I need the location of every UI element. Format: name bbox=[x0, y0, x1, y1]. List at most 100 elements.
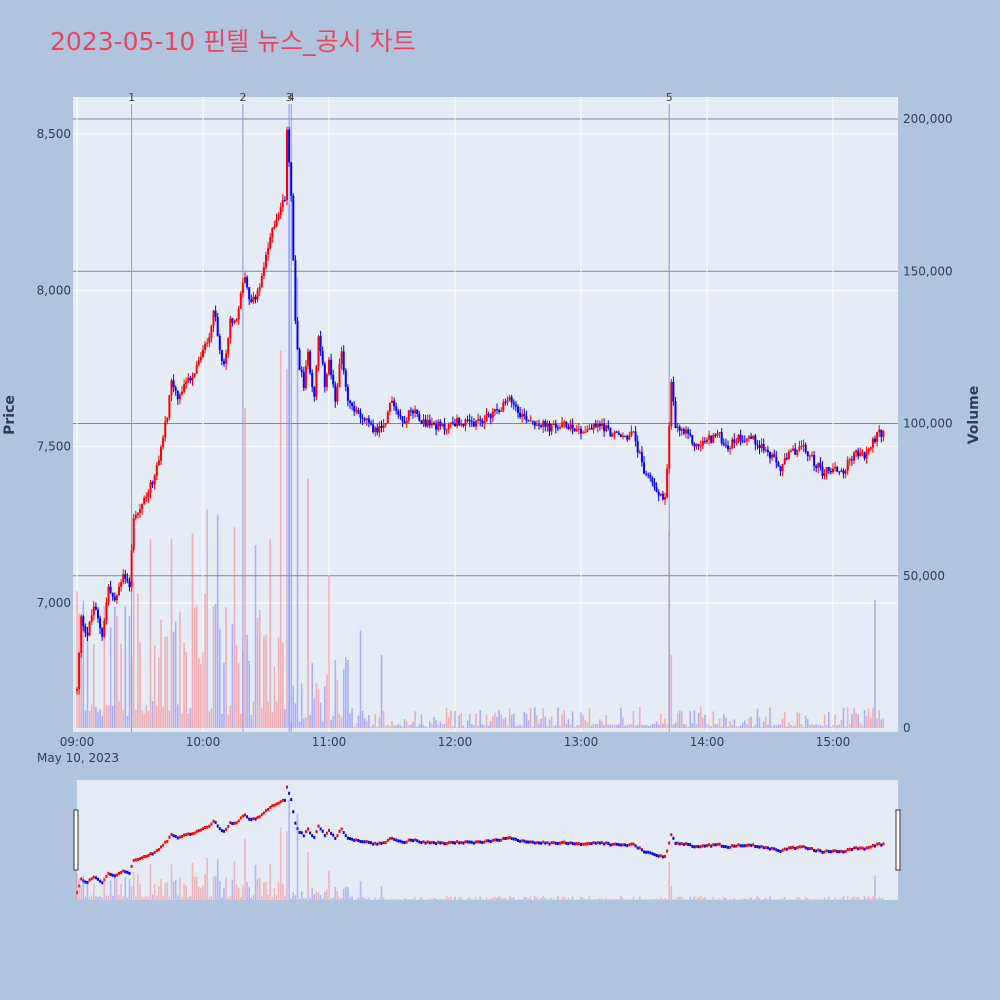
candle-body bbox=[195, 364, 198, 374]
volume-bar bbox=[849, 724, 851, 728]
range-slider-left-handle[interactable] bbox=[73, 809, 79, 871]
mini-volume-bar bbox=[111, 895, 114, 900]
mini-candle bbox=[403, 840, 406, 844]
volume-bar bbox=[620, 707, 622, 728]
mini-volume-bar bbox=[219, 881, 221, 900]
candle-body bbox=[863, 452, 866, 459]
volume-bar bbox=[819, 724, 822, 728]
candle-body bbox=[204, 343, 207, 351]
volume-bar bbox=[489, 721, 492, 728]
candle-body bbox=[859, 452, 862, 457]
mini-candle bbox=[344, 834, 347, 838]
volume-bar bbox=[437, 724, 439, 728]
mini-volume-bar bbox=[391, 898, 393, 900]
volume-bar bbox=[863, 709, 866, 728]
candle-body bbox=[628, 435, 631, 440]
volume-bar bbox=[628, 724, 631, 728]
volume-bar bbox=[796, 711, 799, 728]
volume-bar bbox=[647, 725, 649, 728]
volume-bar bbox=[235, 645, 238, 728]
mini-candle bbox=[218, 827, 221, 831]
mini-candle bbox=[846, 847, 849, 851]
candle-body bbox=[166, 417, 169, 422]
mini-volume-bar bbox=[162, 895, 164, 900]
mini-candle bbox=[489, 840, 492, 844]
mini-candle bbox=[153, 850, 156, 854]
mini-candle bbox=[764, 845, 767, 849]
mini-candle bbox=[401, 840, 404, 844]
mini-volume-bar bbox=[246, 882, 248, 900]
mini-candle bbox=[248, 817, 251, 821]
volume-bar bbox=[508, 707, 511, 728]
mini-candle bbox=[798, 845, 801, 849]
volume-tick-label: 100,000 bbox=[903, 417, 953, 431]
mini-candle bbox=[882, 842, 885, 846]
mini-candle bbox=[766, 846, 769, 850]
mini-volume-bar bbox=[174, 879, 177, 900]
volume-bar bbox=[479, 710, 481, 728]
candle-body bbox=[855, 450, 858, 453]
mini-volume-bar bbox=[578, 899, 580, 900]
mini-candle bbox=[302, 834, 305, 838]
volume-bar bbox=[550, 716, 553, 728]
mini-candle bbox=[712, 843, 715, 847]
candle-body bbox=[472, 421, 475, 427]
candle-body bbox=[323, 363, 326, 387]
mini-volume-bar bbox=[279, 827, 282, 900]
volume-bar bbox=[525, 713, 528, 728]
mini-volume-bar bbox=[450, 896, 452, 900]
candle-body bbox=[766, 449, 769, 453]
mini-volume-bar bbox=[628, 899, 631, 900]
mini-volume-bar bbox=[529, 896, 532, 900]
mini-volume-bar bbox=[639, 895, 641, 900]
volume-bar bbox=[156, 705, 158, 728]
mini-candle bbox=[825, 849, 828, 853]
volume-bar bbox=[811, 723, 813, 728]
mini-volume-bar bbox=[240, 897, 242, 900]
mini-candle bbox=[485, 839, 488, 843]
volume-bar bbox=[326, 674, 328, 728]
mini-candle bbox=[164, 840, 167, 844]
volume-bar bbox=[319, 702, 322, 728]
volume-bar bbox=[261, 707, 263, 728]
mini-volume-bar bbox=[338, 897, 341, 900]
mini-candle bbox=[197, 829, 200, 833]
chart-title: 2023-05-10 핀텔 뉴스_공시 차트 bbox=[50, 27, 416, 56]
mini-candle bbox=[168, 835, 171, 839]
volume-bar bbox=[244, 408, 246, 728]
mini-candle bbox=[708, 843, 711, 847]
mini-candle bbox=[863, 847, 866, 851]
mini-candle bbox=[538, 841, 540, 845]
volume-bar bbox=[697, 713, 700, 728]
volume-bar bbox=[172, 631, 175, 728]
mini-volume-bar bbox=[229, 895, 232, 900]
mini-candle bbox=[202, 827, 204, 831]
mini-candle bbox=[86, 881, 89, 885]
mini-volume-bar bbox=[769, 896, 771, 900]
mini-volume-bar bbox=[454, 896, 456, 900]
candle-body bbox=[724, 444, 727, 446]
candle-body bbox=[743, 440, 746, 442]
mini-volume-bar bbox=[672, 899, 675, 900]
volume-bar bbox=[704, 714, 706, 728]
mini-candle bbox=[99, 879, 102, 883]
mini-candle bbox=[206, 825, 209, 829]
mini-candle bbox=[787, 846, 790, 850]
candle-body bbox=[813, 455, 816, 467]
candle-body bbox=[575, 429, 578, 432]
mini-volume-bar bbox=[399, 899, 402, 900]
mini-volume-bar bbox=[181, 897, 183, 900]
volume-bar bbox=[653, 723, 656, 728]
volume-bar bbox=[844, 726, 847, 728]
mini-candle bbox=[647, 850, 650, 854]
mini-candle bbox=[271, 804, 274, 808]
mini-candle bbox=[367, 840, 370, 844]
volume-bar bbox=[861, 725, 864, 728]
mini-candle bbox=[325, 831, 328, 835]
candle-body bbox=[615, 431, 618, 433]
mini-volume-bar bbox=[813, 899, 815, 900]
candle-body bbox=[304, 365, 307, 389]
mini-candle bbox=[136, 857, 139, 861]
volume-bar bbox=[422, 724, 425, 728]
range-slider-right-handle[interactable] bbox=[895, 809, 901, 871]
